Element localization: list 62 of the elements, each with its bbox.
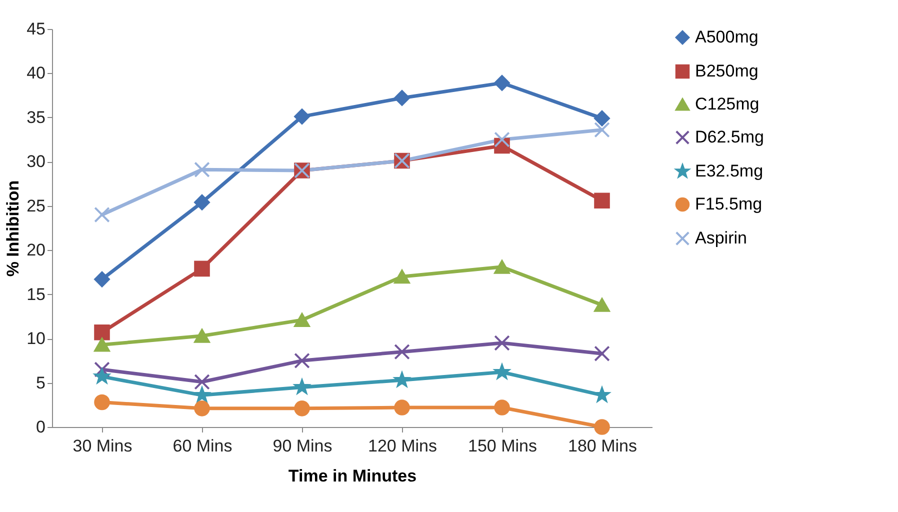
point [194,260,210,277]
point [394,400,410,416]
point [94,368,110,384]
point [594,122,610,138]
point [394,270,410,284]
point [94,206,110,223]
point [94,271,110,288]
point [94,362,110,378]
point [594,346,610,362]
point [494,400,510,416]
point [494,132,510,148]
point [194,162,210,178]
point [394,372,410,387]
point [594,192,610,208]
point [594,298,610,312]
legend-label: F15.5mg [695,194,762,214]
legend-label: B250mg [695,62,758,80]
x-tick-label: 30 Mins [72,436,132,456]
point [94,394,110,410]
point [494,75,510,91]
y-tick-label: 40 [26,64,46,83]
point [194,194,210,210]
y-tick-label: 45 [26,20,46,38]
x-tick-label: 120 Mins [368,436,437,456]
point [294,108,310,124]
point [194,400,210,416]
point [494,260,510,274]
point [194,387,210,402]
legend-label: D62.5mg [695,128,764,146]
point [594,419,610,435]
point [294,313,310,327]
point [494,364,510,379]
point [294,352,310,369]
y-tick-label: 20 [26,240,46,260]
point [494,335,510,351]
y-tick-label: 25 [26,196,46,216]
point [294,379,310,394]
point [394,90,410,106]
x-tick-label: 60 Mins [172,436,232,456]
point [194,328,210,343]
point [394,344,410,360]
point [194,374,210,390]
y-tick-label: 10 [26,329,46,348]
point [594,110,610,126]
y-tick-label: 15 [26,284,46,304]
y-axis-title: % Inhibition [4,180,23,277]
y-tick-label: 30 [26,152,46,172]
legend-label: C125mg [695,94,760,114]
y-tick-label: 0 [36,418,46,436]
point [594,387,610,402]
point [294,400,310,416]
legend-label: Aspirin [695,228,747,248]
y-tick-label: 5 [36,373,46,392]
x-tick-label: 90 Mins [272,436,332,456]
x-tick-label: 180 Mins [568,436,637,456]
legend-label: A500mg [695,28,758,46]
x-tick-label: 150 Mins [468,436,537,456]
x-axis-title: Time in Minutes [288,466,417,486]
point [94,338,110,352]
legend-label: E32.5mg [695,162,764,180]
point [94,324,110,340]
y-tick-label: 35 [26,108,46,127]
